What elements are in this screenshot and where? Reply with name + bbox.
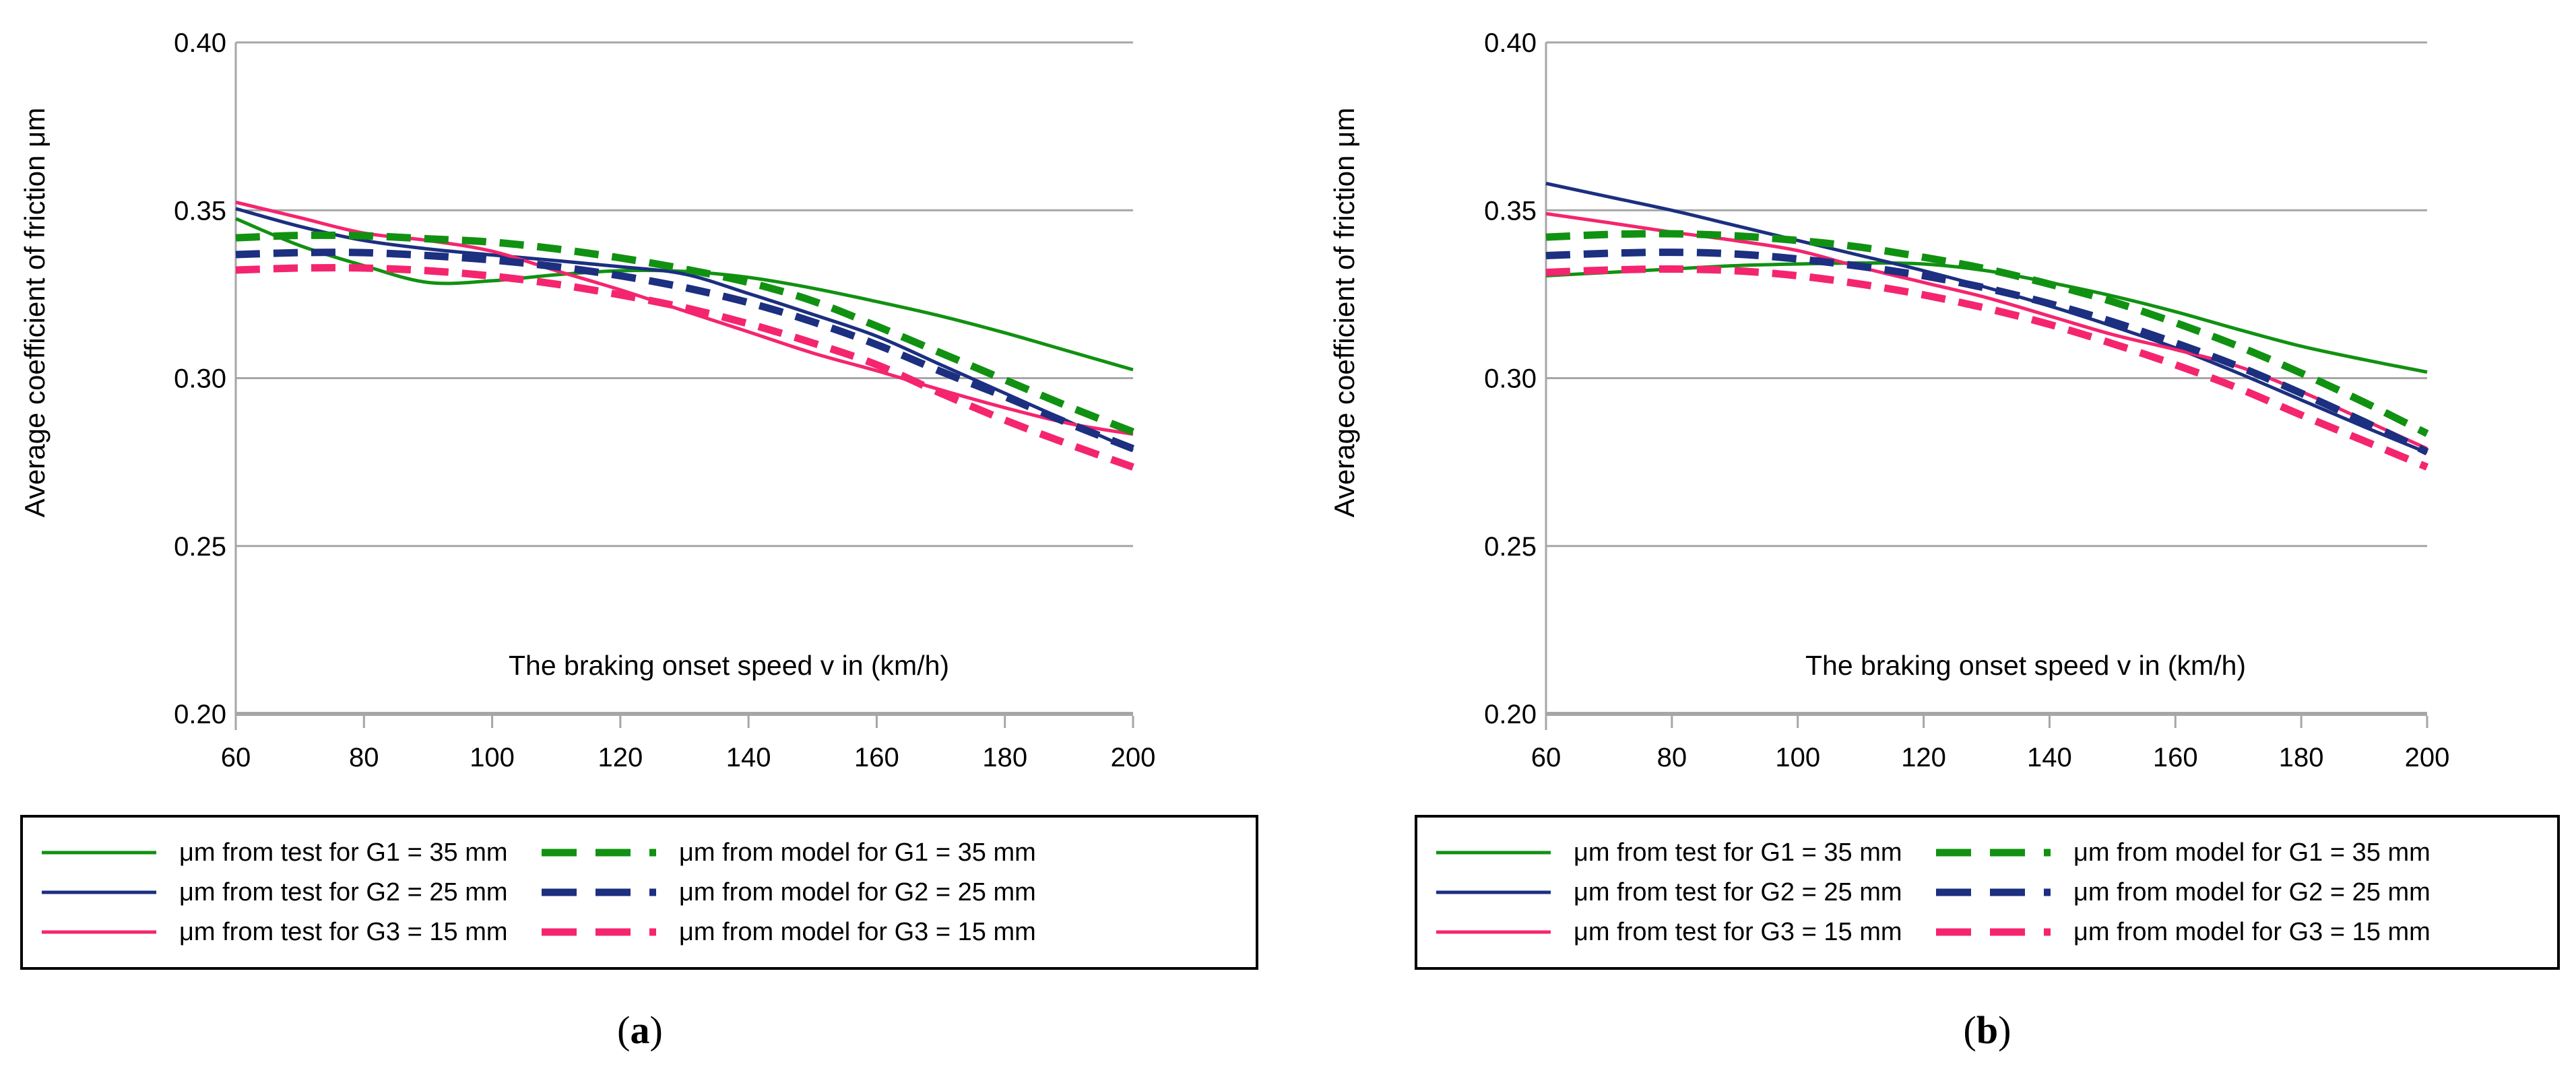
x-tick-label: 80 [349, 743, 379, 772]
chart-b-caption: (b) [1963, 1008, 2011, 1052]
x-tick-label: 160 [2153, 743, 2198, 772]
legend-item: μm from model for G1 = 35 mm [1936, 835, 2550, 870]
series-line-pink-solid [235, 200, 1134, 436]
legend-item: μm from test for G1 = 35 mm [42, 835, 542, 870]
legend-item: μm from model for G1 = 35 mm [542, 835, 1249, 870]
legend-model-column: μm from model for G1 = 35 mm μm from mod… [1936, 835, 2550, 950]
chart-a-legend: μm from test for G1 = 35 mm μm from test… [20, 815, 1258, 970]
series-line-green-dashed [1545, 230, 2429, 437]
legend-item-label: μm from model for G2 = 25 mm [679, 878, 1036, 906]
chart-a-x-axis-title: The braking onset speed v in (km/h) [509, 650, 950, 681]
legend-item-label: μm from model for G3 = 15 mm [2073, 917, 2430, 946]
dashed-green-swatch-icon [1936, 849, 2051, 857]
dashed-navy-swatch-icon [542, 888, 656, 896]
chart-a-caption: (a) [617, 1008, 663, 1052]
legend-item: μm from test for G3 = 15 mm [1436, 915, 1936, 950]
series-line-navy-solid [1545, 181, 2428, 455]
series-line-navy-dashed [1545, 249, 2429, 456]
x-tick-label: 100 [1775, 743, 1820, 772]
legend-test-column: μm from test for G1 = 35 mm μm from test… [1436, 835, 1936, 950]
dashed-green-swatch-icon [542, 849, 656, 857]
legend-item-label: μm from test for G1 = 35 mm [1574, 838, 1902, 867]
dashed-navy-swatch-icon [1936, 888, 2051, 896]
legend-item: μm from test for G2 = 25 mm [42, 875, 542, 910]
solid-green-swatch-icon [1436, 851, 1551, 855]
series-line-pink-dashed [1545, 265, 2429, 471]
legend-item-label: μm from test for G1 = 35 mm [179, 838, 508, 867]
legend-test-column: μm from test for G1 = 35 mm μm from test… [42, 835, 542, 950]
legend-item: μm from test for G2 = 25 mm [1436, 875, 1936, 910]
legend-item-label: μm from model for G1 = 35 mm [2073, 838, 2430, 867]
y-tick-label: 0.20 [1484, 700, 1537, 729]
legend-item-label: μm from test for G3 = 15 mm [179, 917, 508, 946]
y-tick-label: 0.35 [174, 196, 226, 226]
y-tick-label: 0.35 [1484, 196, 1537, 226]
y-tick-label: 0.40 [1484, 28, 1537, 58]
solid-pink-swatch-icon [42, 930, 156, 934]
y-tick-label: 0.30 [174, 364, 226, 394]
y-tick-label: 0.25 [174, 532, 226, 562]
legend-item-label: μm from test for G3 = 15 mm [1574, 917, 1902, 946]
chart-b-x-axis-title: The braking onset speed v in (km/h) [1805, 650, 2247, 681]
series-line-green-dashed [235, 231, 1135, 436]
chart-b-y-axis-title: Average coefficient of friction μm [1328, 107, 1360, 518]
chart-b: 0.40 0.35 0.30 0.25 0.20 60 80 100 120 140 160 180 2… [1484, 28, 2449, 772]
legend-item-label: μm from test for G2 = 25 mm [1574, 878, 1902, 906]
x-tick-label: 140 [2027, 743, 2072, 772]
series-line-green-solid [1545, 261, 2428, 374]
legend-item: μm from model for G3 = 15 mm [1936, 915, 2550, 950]
x-tick-label: 200 [2405, 743, 2450, 772]
x-tick-label: 140 [726, 743, 771, 772]
solid-green-swatch-icon [42, 851, 156, 855]
chart-a-y-axis-title: Average coefficient of friction μm [19, 107, 51, 518]
legend-item: μm from model for G2 = 25 mm [1936, 875, 2550, 910]
legend-model-column: μm from model for G1 = 35 mm μm from mod… [542, 835, 1249, 950]
y-tick-label: 0.40 [174, 28, 226, 58]
legend-item-label: μm from model for G3 = 15 mm [679, 917, 1036, 946]
legend-item-label: μm from model for G1 = 35 mm [679, 838, 1036, 867]
legend-item-label: μm from test for G2 = 25 mm [179, 878, 508, 906]
solid-pink-swatch-icon [1436, 930, 1551, 934]
x-tick-label: 80 [1657, 743, 1687, 772]
x-tick-label: 120 [1901, 743, 1946, 772]
x-tick-label: 60 [1531, 743, 1561, 772]
x-tick-label: 180 [2279, 743, 2324, 772]
legend-item: μm from model for G3 = 15 mm [542, 915, 1249, 950]
series-line-navy-dashed [235, 249, 1134, 453]
series-line-pink-dashed [235, 264, 1134, 471]
y-tick-label: 0.30 [1484, 364, 1537, 394]
x-tick-label: 100 [470, 743, 515, 772]
x-tick-label: 200 [1111, 743, 1156, 772]
x-tick-label: 60 [221, 743, 251, 772]
y-tick-label: 0.20 [174, 700, 226, 729]
x-tick-label: 120 [598, 743, 643, 772]
solid-navy-swatch-icon [1436, 890, 1551, 894]
legend-item-label: μm from model for G2 = 25 mm [2073, 878, 2430, 906]
dashed-pink-swatch-icon [542, 928, 656, 936]
y-tick-label: 0.25 [1484, 532, 1537, 562]
x-tick-label: 180 [982, 743, 1027, 772]
x-tick-label: 160 [854, 743, 899, 772]
chart-a: 0.40 0.35 0.30 0.25 0.20 60 80 100 120 140 160 180 2… [174, 28, 1155, 772]
series-line-green-solid [235, 217, 1134, 372]
legend-item: μm from test for G3 = 15 mm [42, 915, 542, 950]
legend-item: μm from test for G1 = 35 mm [1436, 835, 1936, 870]
solid-navy-swatch-icon [42, 890, 156, 894]
chart-b-legend: μm from test for G1 = 35 mm μm from test… [1415, 815, 2560, 970]
legend-item: μm from model for G2 = 25 mm [542, 875, 1249, 910]
dashed-pink-swatch-icon [1936, 928, 2051, 936]
